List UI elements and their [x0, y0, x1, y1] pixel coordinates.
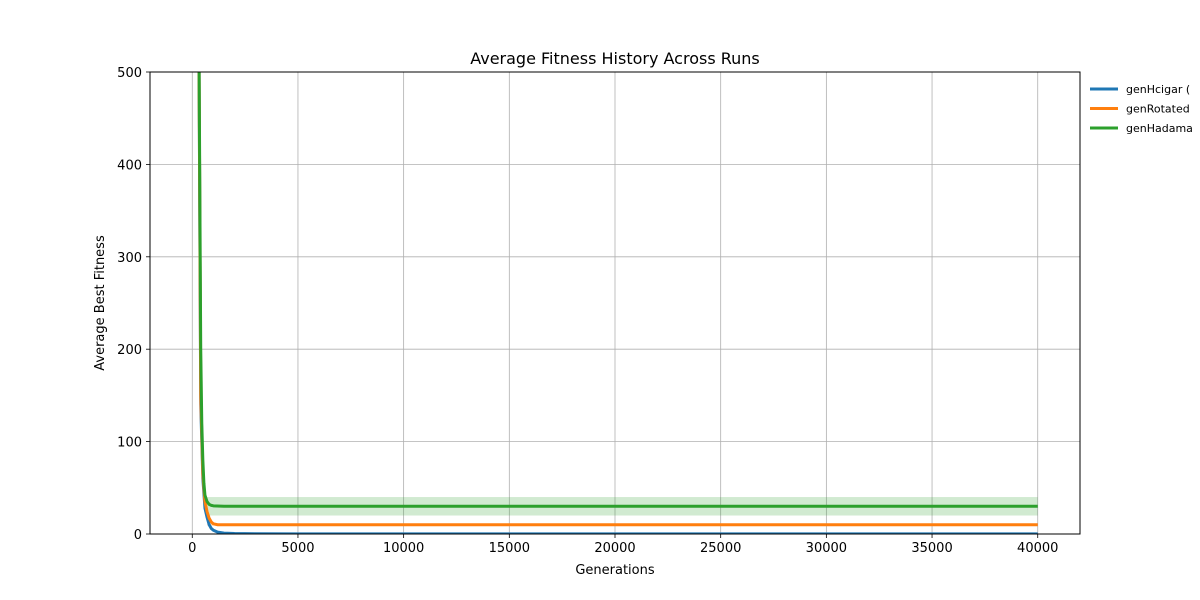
y-tick-label: 200	[117, 343, 142, 358]
x-tick-label: 30000	[806, 541, 847, 556]
confidence-bands	[207, 497, 1038, 526]
series-line-0	[197, 72, 1038, 534]
legend-label-2: genHadama	[1126, 122, 1193, 135]
y-tick-label: 0	[134, 528, 142, 543]
y-tick-label: 300	[117, 251, 142, 266]
x-tick-label: 20000	[594, 541, 635, 556]
y-tick-label: 500	[117, 66, 142, 81]
legend-label-1: genRotated	[1126, 103, 1190, 116]
y-axis-label: Average Best Fitness	[93, 235, 108, 371]
legend: genHcigar ( genRotated genHadama	[1090, 83, 1193, 135]
x-axis-label: Generations	[575, 563, 655, 578]
x-tick-label: 0	[188, 541, 196, 556]
chart-title: Average Fitness History Across Runs	[470, 49, 760, 68]
x-tick-label: 25000	[700, 541, 741, 556]
series-line-2	[197, 72, 1038, 508]
x-tick-label: 15000	[489, 541, 530, 556]
axis-ticks: 0 5000 10000 15000 20000 25000 30000 35000 40000…	[117, 66, 1058, 556]
series-lines	[197, 72, 1038, 534]
x-tick-label: 35000	[911, 541, 952, 556]
series-line-1	[197, 72, 1038, 527]
legend-label-0: genHcigar (	[1126, 83, 1190, 96]
grid	[150, 71, 1080, 535]
x-tick-label: 5000	[281, 541, 314, 556]
y-tick-label: 100	[117, 436, 142, 451]
x-tick-label: 10000	[383, 541, 424, 556]
x-tick-label: 40000	[1017, 541, 1058, 556]
y-tick-label: 400	[117, 158, 142, 173]
